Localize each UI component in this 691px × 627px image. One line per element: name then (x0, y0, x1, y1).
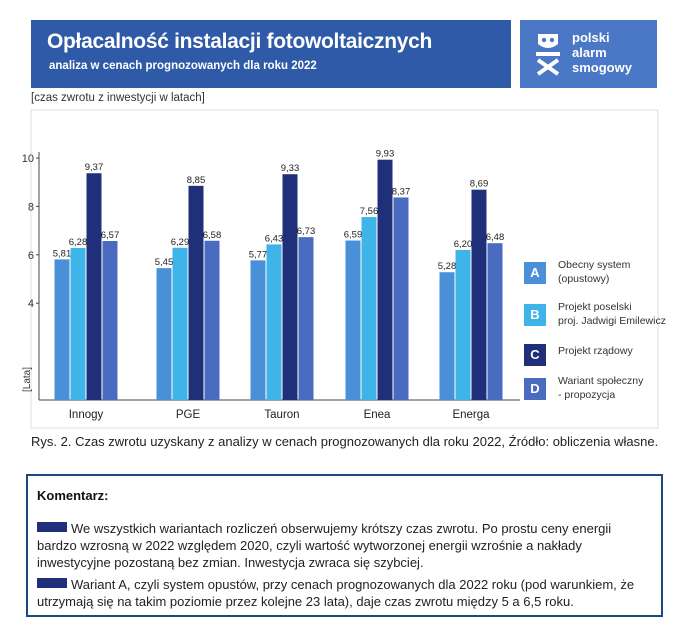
data-label: 8,69 (470, 179, 489, 190)
bar-a-innogy (54, 259, 70, 400)
bar-a-pge (156, 268, 172, 400)
legend-badge-d: D (524, 378, 546, 400)
legend-badge-a: A (524, 262, 546, 284)
data-label: 6,58 (203, 230, 222, 241)
data-label: 9,33 (281, 163, 300, 174)
bar-c-pge (188, 185, 204, 400)
bar-c-energa (471, 189, 487, 400)
bar-c-enea (377, 159, 393, 400)
x-tick-label: Enea (364, 409, 391, 421)
header-banner: Opłacalność instalacji fotowoltaicznych … (31, 20, 511, 88)
legend-label-d: Wariant społeczny - propozycja (558, 374, 688, 402)
logo-text: polski alarm smogowy (572, 30, 632, 75)
bar-b-innogy (70, 248, 86, 400)
legend-badge-c: C (524, 344, 546, 366)
bullet-icon (37, 522, 67, 532)
data-label: 6,48 (486, 232, 505, 243)
legend-item-b: B Projekt poselski proj. Jadwigi Emilewi… (524, 300, 684, 332)
comment-text-2: Wariant A, czyli system opustów, przy ce… (37, 577, 635, 609)
logo-line-1: polski (572, 30, 610, 45)
legend-badge-b: B (524, 304, 546, 326)
comment-box: Komentarz: We wszystkich wariantach rozl… (26, 474, 663, 617)
data-label: 6,28 (69, 237, 88, 248)
y-axis-label: [Lata] (22, 367, 33, 392)
x-tick-label: Tauron (264, 409, 299, 421)
y-tick-label: 4 (28, 298, 34, 310)
chart-frame (30, 109, 659, 429)
bar-d-innogy (102, 241, 118, 400)
legend-label-a-line2: (opustowy) (558, 273, 610, 285)
logo-line-2: alarm (572, 45, 607, 60)
data-label: 9,37 (85, 162, 104, 173)
bar-b-tauron (266, 244, 282, 400)
bar-a-energa (439, 272, 455, 400)
legend-label-b-line1: Projekt poselski (558, 301, 632, 313)
legend-label-b: Projekt poselski proj. Jadwigi Emilewicz (558, 300, 688, 328)
legend-item-a: A Obecny system (opustowy) (524, 258, 684, 290)
bar-c-innogy (86, 173, 102, 400)
data-label: 6,73 (297, 226, 316, 237)
comment-title: Komentarz: (37, 488, 109, 503)
page-subtitle: analiza w cenach prognozowanych dla roku… (49, 60, 317, 72)
data-label: 5,28 (438, 261, 457, 272)
data-label: 8,37 (392, 186, 411, 197)
bar-b-pge (172, 247, 188, 400)
legend-label-b-line2: proj. Jadwigi Emilewicz (558, 315, 666, 327)
data-label: 9,93 (376, 149, 395, 160)
legend-label-d-line2: - propozycja (558, 389, 616, 401)
legend-label-c: Projekt rządowy (558, 344, 688, 358)
comment-text-1: We wszystkich wariantach rozliczeń obser… (37, 521, 612, 570)
data-label: 6,57 (101, 230, 120, 241)
data-label: 8,85 (187, 175, 206, 186)
data-label: 6,20 (454, 239, 473, 250)
bar-c-tauron (282, 174, 298, 400)
bar-d-pge (204, 240, 220, 400)
legend-label-c-line1: Projekt rządowy (558, 345, 633, 357)
data-label: 5,77 (249, 249, 268, 260)
y-tick-label: 8 (28, 201, 34, 213)
unit-note: [czas zwrotu z inwestycji w latach] (31, 92, 205, 104)
page-title: Opłacalność instalacji fotowoltaicznych (47, 30, 433, 53)
data-label: 5,45 (155, 257, 174, 268)
data-label: 7,56 (360, 206, 379, 217)
bullet-icon (37, 578, 67, 588)
data-label: 6,29 (171, 237, 190, 248)
logo-line-3: smogowy (572, 60, 632, 75)
x-tick-label: Energa (452, 409, 490, 421)
logo: polski alarm smogowy (520, 20, 657, 88)
bar-a-tauron (250, 260, 266, 400)
y-tick-label: 10 (22, 153, 34, 165)
bar-d-energa (487, 243, 503, 400)
bar-d-tauron (298, 237, 314, 400)
legend-label-a-line1: Obecny system (558, 259, 631, 271)
x-tick-label: Innogy (69, 409, 104, 421)
bar-b-energa (455, 249, 471, 400)
y-tick-label: 6 (28, 250, 34, 262)
data-label: 6,59 (344, 230, 363, 241)
polski-alarm-smogowy-logo-icon (536, 34, 560, 76)
bar-chart: 10 8 6 4 [Lata] 5,816,28 9,37 6,57 Innogy 5,45 6,2… (22, 109, 659, 429)
data-label: 6,43 (265, 233, 284, 244)
data-label: 5,81 (53, 248, 72, 259)
figure-caption: Rys. 2. Czas zwrotu uzyskany z analizy w… (31, 434, 659, 449)
comment-item-1: We wszystkich wariantach rozliczeń obser… (37, 520, 652, 571)
bar-a-enea (345, 240, 361, 400)
legend-item-d: D Wariant społeczny - propozycja (524, 374, 684, 406)
legend-label-a: Obecny system (opustowy) (558, 258, 688, 286)
x-tick-label: PGE (176, 409, 201, 421)
legend-item-c: C Projekt rządowy (524, 340, 684, 372)
bar-d-enea (393, 197, 409, 400)
comment-item-2: Wariant A, czyli system opustów, przy ce… (37, 576, 652, 610)
bar-b-enea (361, 217, 377, 400)
legend-label-d-line1: Wariant społeczny (558, 375, 644, 387)
